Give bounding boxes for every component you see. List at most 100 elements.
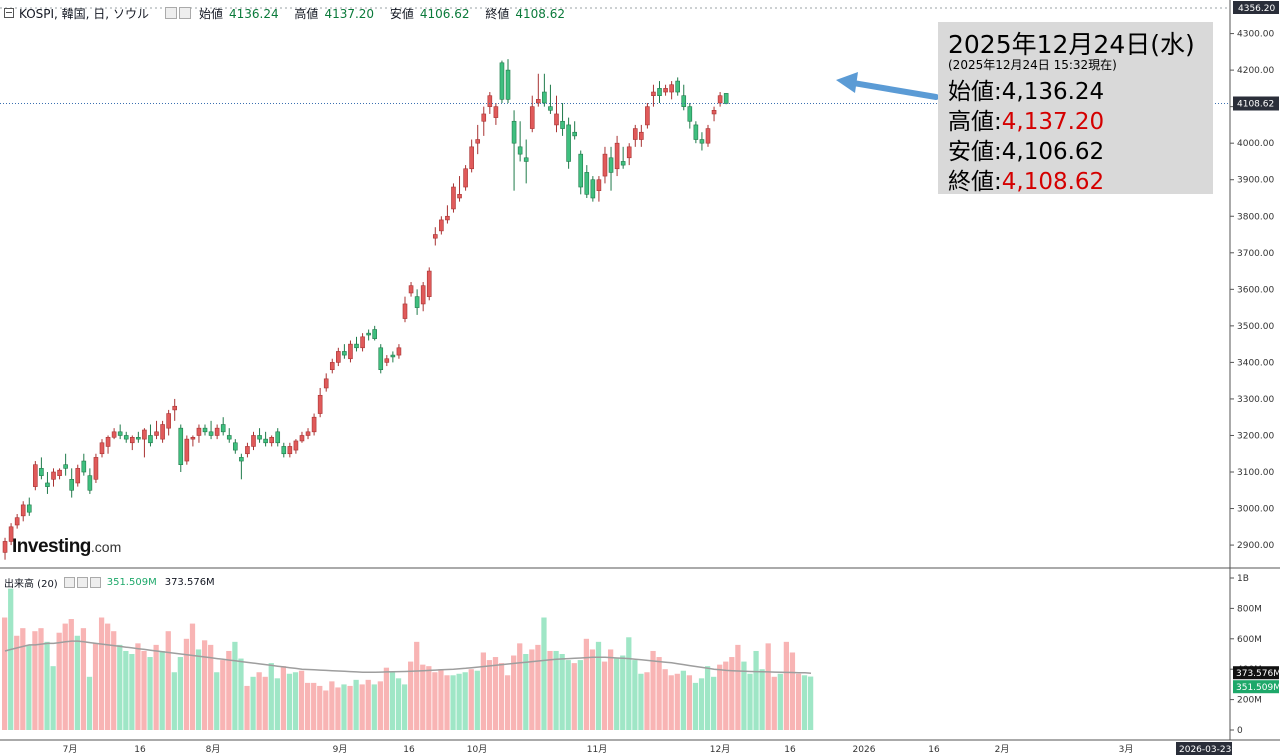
- price-tick-label: 3200.00: [1237, 431, 1274, 441]
- candle: [529, 95, 535, 133]
- volume-bar: [777, 673, 783, 730]
- collapse-icon[interactable]: [4, 8, 14, 18]
- candle-body: [408, 285, 414, 294]
- candle: [342, 344, 347, 359]
- candle-body: [20, 504, 26, 517]
- volume-bar: [220, 660, 226, 730]
- candle: [457, 176, 462, 202]
- candle: [572, 121, 577, 140]
- volume-bar: [389, 672, 396, 730]
- candle: [220, 417, 226, 436]
- candle-body: [469, 146, 474, 170]
- open-value: 4136.24: [228, 6, 279, 21]
- candle-body: [93, 457, 99, 480]
- candle-body: [699, 139, 705, 144]
- volume-bar: [401, 684, 408, 730]
- time-tick-label: 9月: [333, 744, 348, 755]
- volume-bar: [56, 632, 62, 730]
- time-tick-label: 8月: [206, 744, 221, 755]
- price-tick-label: 3300.00: [1237, 395, 1274, 405]
- candle-body: [717, 95, 723, 104]
- candle: [172, 398, 178, 421]
- candle: [681, 84, 687, 111]
- settings-icon[interactable]: [178, 7, 191, 19]
- last-price-label: 4108.62: [1237, 99, 1274, 109]
- volume-bar: [286, 673, 293, 730]
- header-controls[interactable]: [164, 7, 191, 19]
- candle: [475, 124, 481, 155]
- eye-icon[interactable]: [164, 7, 177, 19]
- candle-body: [45, 482, 50, 487]
- volume-bar: [183, 638, 190, 730]
- candle: [69, 468, 74, 498]
- candle: [705, 124, 711, 147]
- candle: [414, 289, 420, 315]
- close-icon[interactable]: [89, 576, 101, 588]
- symbol-label[interactable]: KOSPI, 韓国, 日, ソウル: [19, 6, 149, 21]
- candle: [645, 102, 650, 129]
- candle: [657, 81, 662, 103]
- candle-body: [75, 468, 81, 484]
- volume-controls[interactable]: [63, 576, 101, 588]
- candle-body: [590, 179, 596, 199]
- candle: [93, 453, 99, 483]
- candle: [20, 501, 26, 522]
- volume-bar: [298, 670, 305, 730]
- candle: [372, 325, 377, 341]
- volume-bar: [98, 617, 105, 730]
- volume-bar: [686, 675, 693, 730]
- candle: [390, 351, 396, 363]
- volume-bar: [238, 658, 244, 730]
- top-price-badge: [1233, 1, 1279, 14]
- eye-icon[interactable]: [63, 576, 75, 588]
- candle-body: [675, 80, 680, 93]
- candle-body: [511, 120, 517, 144]
- candle: [305, 428, 311, 440]
- volume-header: 出来高 (20) 351.509M 373.576M: [4, 575, 215, 590]
- candle-body: [390, 354, 396, 358]
- volume-bar: [383, 667, 390, 730]
- vol-last-badge-label: 351.509M: [1236, 683, 1280, 693]
- candle: [554, 95, 559, 133]
- price-tick-label: 4300.00: [1237, 30, 1274, 40]
- candle-body: [354, 343, 359, 349]
- candle-body: [445, 215, 450, 221]
- callout-close: 終値:4,108.62: [948, 169, 1105, 195]
- candle-body: [687, 106, 693, 122]
- candle-body: [517, 146, 523, 155]
- candle-body: [317, 394, 323, 414]
- volume-label[interactable]: 出来高 (20): [4, 578, 58, 590]
- candle: [8, 523, 14, 546]
- low-value: 4106.62: [419, 6, 470, 21]
- candle: [214, 424, 220, 440]
- volume-bar: [371, 684, 377, 730]
- candle: [287, 442, 293, 458]
- candle: [620, 146, 626, 169]
- candle: [632, 124, 638, 147]
- candle: [99, 439, 105, 458]
- price-tick-label: 3700.00: [1237, 249, 1274, 259]
- candle-body: [117, 431, 123, 436]
- volume-bar: [208, 644, 214, 730]
- volume-bar: [801, 675, 808, 730]
- volume-bar: [571, 663, 577, 730]
- settings-icon[interactable]: [76, 576, 88, 588]
- candle-body: [723, 93, 729, 104]
- candle: [354, 336, 359, 352]
- candle: [111, 428, 117, 440]
- candle-body: [233, 442, 238, 451]
- candle: [445, 205, 450, 224]
- candle-body: [548, 106, 553, 111]
- candle: [142, 428, 147, 458]
- time-tick-label: 11月: [587, 744, 607, 755]
- candle: [184, 435, 190, 465]
- callout-low: 安値:4,106.62: [948, 139, 1105, 165]
- candle-body: [572, 131, 577, 137]
- candle-body: [372, 329, 377, 339]
- candle: [578, 150, 584, 195]
- candle: [14, 514, 20, 529]
- volume-bar: [135, 643, 141, 730]
- volume-bar: [129, 654, 135, 730]
- candle: [202, 424, 208, 436]
